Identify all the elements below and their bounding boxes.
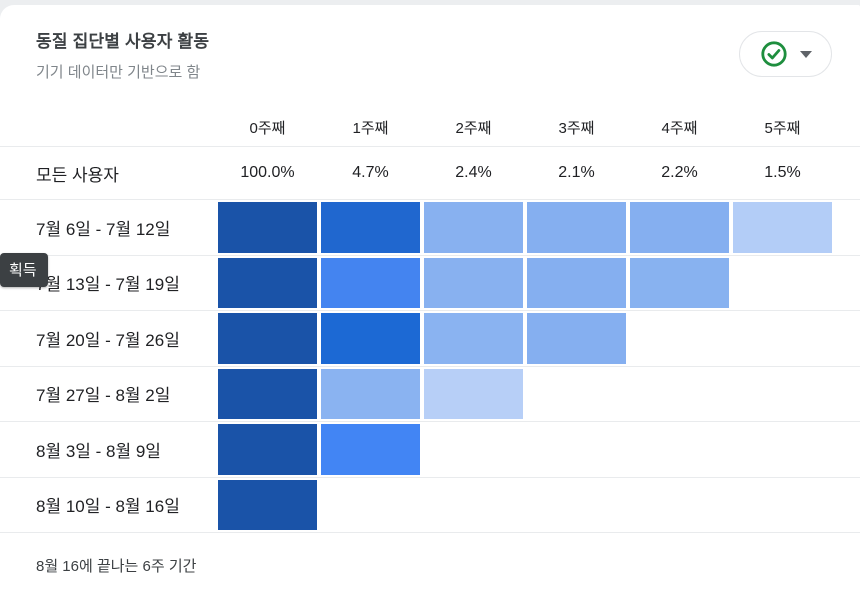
cohort-cell-slot: [628, 311, 731, 366]
week-header-4: 4주째: [661, 119, 698, 137]
cohort-cell-slot: [525, 311, 628, 366]
cohort-cell-slot: [525, 478, 628, 533]
cohort-row-4: 8월 3일 - 8월 9일: [0, 422, 860, 478]
cohort-cell[interactable]: [527, 202, 626, 253]
cohort-cell-slot: [731, 200, 834, 255]
cohort-cell-slot: [422, 367, 525, 422]
cohort-row-label: 8월 3일 - 8월 9일: [36, 441, 161, 461]
cohort-cell-slot: [319, 422, 422, 477]
cohort-cell[interactable]: [527, 313, 626, 364]
cohort-cell-slot: [731, 256, 834, 311]
cohort-cell-slot: [216, 311, 319, 366]
card-header: 동질 집단별 사용자 활동 기기 데이터만 기반으로 함: [0, 5, 860, 82]
cohort-cell[interactable]: [218, 479, 317, 530]
cohort-cell-slot: [525, 422, 628, 477]
all-users-row: 모든 사용자 100.0% 4.7% 2.4% 2.1% 2.2% 1.5%: [0, 147, 860, 200]
all-users-value-2: 2.4%: [455, 164, 492, 181]
cohort-cell[interactable]: [218, 313, 317, 364]
cohort-row-3: 7월 27일 - 8월 2일: [0, 367, 860, 422]
cohort-cell-slot: [422, 256, 525, 311]
cohort-cell[interactable]: [733, 202, 832, 253]
cohort-cell-slot: [216, 256, 319, 311]
cohort-cell-slot: [319, 478, 422, 533]
cohort-activity-card: 동질 집단별 사용자 활동 기기 데이터만 기반으로 함 0주째 1주째 2주째 3주…: [0, 5, 860, 606]
cohort-row-label: 8월 10일 - 8월 16일: [36, 497, 180, 517]
cohort-cell-slot: [628, 256, 731, 311]
cohort-cell[interactable]: [321, 368, 420, 419]
all-users-value-3: 2.1%: [558, 164, 595, 181]
cohort-cell[interactable]: [630, 257, 729, 308]
cohort-cell-slot: [731, 478, 834, 533]
cohort-cell-slot: [525, 200, 628, 255]
cohort-cell-slot: [319, 256, 422, 311]
cohort-cell-slot: [731, 311, 834, 366]
cohort-cell[interactable]: [321, 424, 420, 475]
cohort-row-2: 7월 20일 - 7월 26일: [0, 311, 860, 367]
acquisition-badge: 획득: [0, 253, 48, 287]
cohort-cell[interactable]: [630, 202, 729, 253]
cohort-cell-slot: [319, 200, 422, 255]
all-users-value-0: 100.0%: [240, 164, 295, 181]
data-quality-dropdown-button[interactable]: [739, 31, 832, 77]
cohort-cell[interactable]: [321, 257, 420, 308]
period-footer: 8월 16에 끝나는 6주 기간: [36, 558, 197, 575]
cohort-cell[interactable]: [321, 202, 420, 253]
cohort-cell-slot: [319, 311, 422, 366]
week-header-1: 1주째: [352, 119, 389, 137]
cohort-cell[interactable]: [424, 368, 523, 419]
cohort-cell-slot: [422, 200, 525, 255]
check-circle-icon: [760, 40, 788, 68]
cohort-cell-slot: [628, 367, 731, 422]
all-users-value-5: 1.5%: [764, 164, 801, 181]
cohort-cell-slot: [216, 422, 319, 477]
cohort-cell-slot: [628, 422, 731, 477]
cohort-row-label: 7월 27일 - 8월 2일: [36, 386, 171, 406]
cohort-cell-slot: [422, 478, 525, 533]
cohort-cell[interactable]: [424, 202, 523, 253]
week-header-0: 0주째: [249, 119, 286, 137]
cohort-cell[interactable]: [321, 313, 420, 364]
week-header-3: 3주째: [558, 119, 595, 137]
cohort-cell-slot: [628, 200, 731, 255]
cohort-cell-slot: [422, 422, 525, 477]
week-header-5: 5주째: [764, 119, 801, 137]
week-header-2: 2주째: [455, 119, 492, 137]
cohort-cell[interactable]: [424, 313, 523, 364]
cohort-cell-slot: [525, 256, 628, 311]
cohort-cell-slot: [216, 367, 319, 422]
cohort-cell-slot: [731, 367, 834, 422]
cohort-row-0: 7월 6일 - 7월 12일: [0, 200, 860, 256]
cohort-cell-slot: [731, 422, 834, 477]
cohort-cell[interactable]: [218, 257, 317, 308]
cohort-row-label: 7월 20일 - 7월 26일: [36, 330, 180, 350]
week-header-row: 0주째 1주째 2주째 3주째 4주째 5주째: [0, 96, 860, 147]
cohort-cell-slot: [422, 311, 525, 366]
cohort-cell[interactable]: [218, 368, 317, 419]
cohort-cell-slot: [216, 478, 319, 533]
cohort-cell[interactable]: [527, 257, 626, 308]
page-subtitle: 기기 데이터만 기반으로 함: [36, 64, 201, 81]
cohort-row-5: 8월 10일 - 8월 16일: [0, 478, 860, 533]
cohort-cell-slot: [628, 478, 731, 533]
all-users-value-4: 2.2%: [661, 164, 698, 181]
heading-block: 동질 집단별 사용자 활동 기기 데이터만 기반으로 함: [36, 27, 209, 82]
cohort-row-label: 7월 6일 - 7월 12일: [36, 219, 171, 239]
cohort-cell-slot: [216, 200, 319, 255]
cohort-cell-slot: [319, 367, 422, 422]
cohort-cell[interactable]: [218, 424, 317, 475]
all-users-value-1: 4.7%: [352, 164, 389, 181]
page-title: 동질 집단별 사용자 활동: [36, 32, 210, 51]
cohort-cell-slot: [525, 367, 628, 422]
cohort-row-1: 7월 13일 - 7월 19일: [0, 256, 860, 311]
caret-down-icon: [799, 50, 812, 58]
cohort-row-label: 7월 13일 - 7월 19일: [36, 275, 180, 295]
all-users-label: 모든 사용자: [36, 165, 119, 185]
cohort-cell[interactable]: [424, 257, 523, 308]
cohort-cell[interactable]: [218, 202, 317, 253]
